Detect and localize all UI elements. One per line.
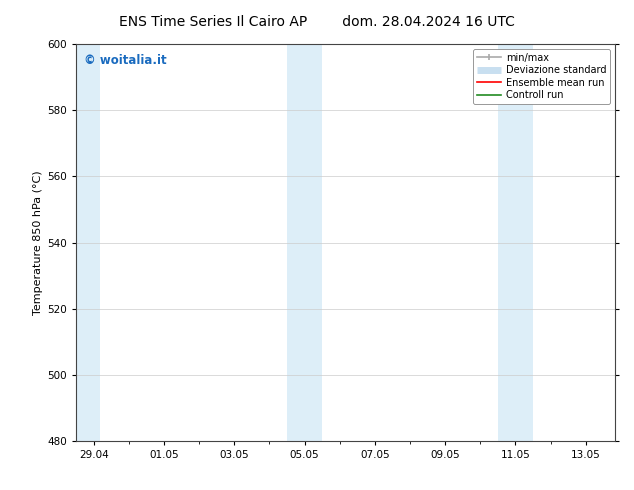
- Text: ENS Time Series Il Cairo AP        dom. 28.04.2024 16 UTC: ENS Time Series Il Cairo AP dom. 28.04.2…: [119, 15, 515, 29]
- Bar: [287, 44, 322, 441]
- Text: © woitalia.it: © woitalia.it: [84, 54, 167, 67]
- Legend: min/max, Deviazione standard, Ensemble mean run, Controll run: min/max, Deviazione standard, Ensemble m…: [473, 49, 610, 104]
- Bar: [76, 44, 100, 441]
- Bar: [498, 44, 533, 441]
- Y-axis label: Temperature 850 hPa (°C): Temperature 850 hPa (°C): [33, 170, 43, 315]
